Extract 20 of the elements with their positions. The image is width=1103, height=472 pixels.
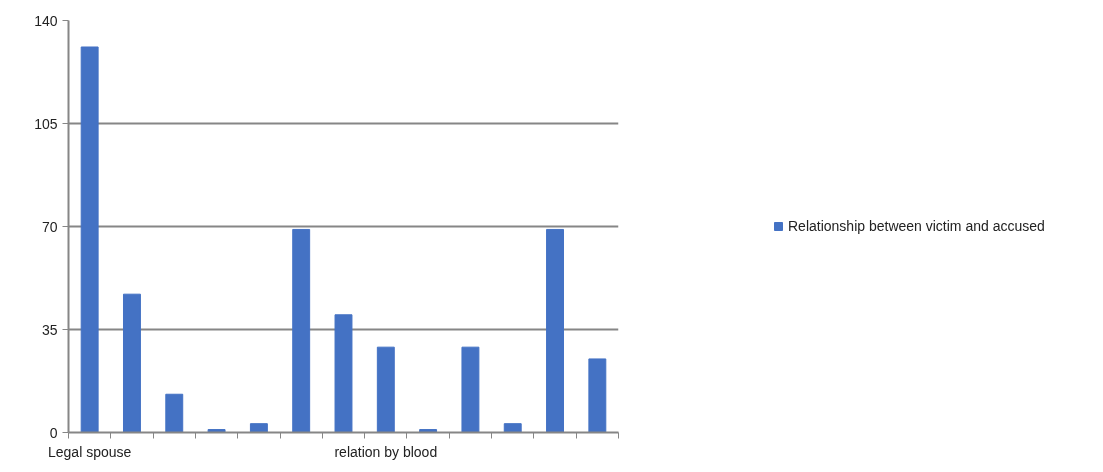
x-tick-label: relation by blood (334, 443, 438, 460)
y-tick-label: 140 (34, 12, 58, 29)
y-tick-label: 70 (41, 218, 58, 235)
y-tick-label: 35 (41, 321, 58, 338)
bar (165, 393, 184, 433)
bar (461, 346, 480, 433)
x-tick-label: Legal spouse (48, 443, 132, 460)
bar (207, 429, 226, 433)
bar (376, 346, 395, 433)
bar (334, 314, 353, 433)
bar (503, 423, 522, 433)
bar (123, 293, 141, 433)
legend-label: Relationship between victim and accused (788, 218, 1045, 234)
bar (249, 423, 268, 433)
bar (80, 46, 99, 433)
bar (588, 358, 607, 433)
bar (546, 228, 564, 433)
y-tick-label: 0 (49, 424, 58, 441)
y-tick-label: 105 (34, 115, 58, 132)
bar (292, 228, 311, 433)
